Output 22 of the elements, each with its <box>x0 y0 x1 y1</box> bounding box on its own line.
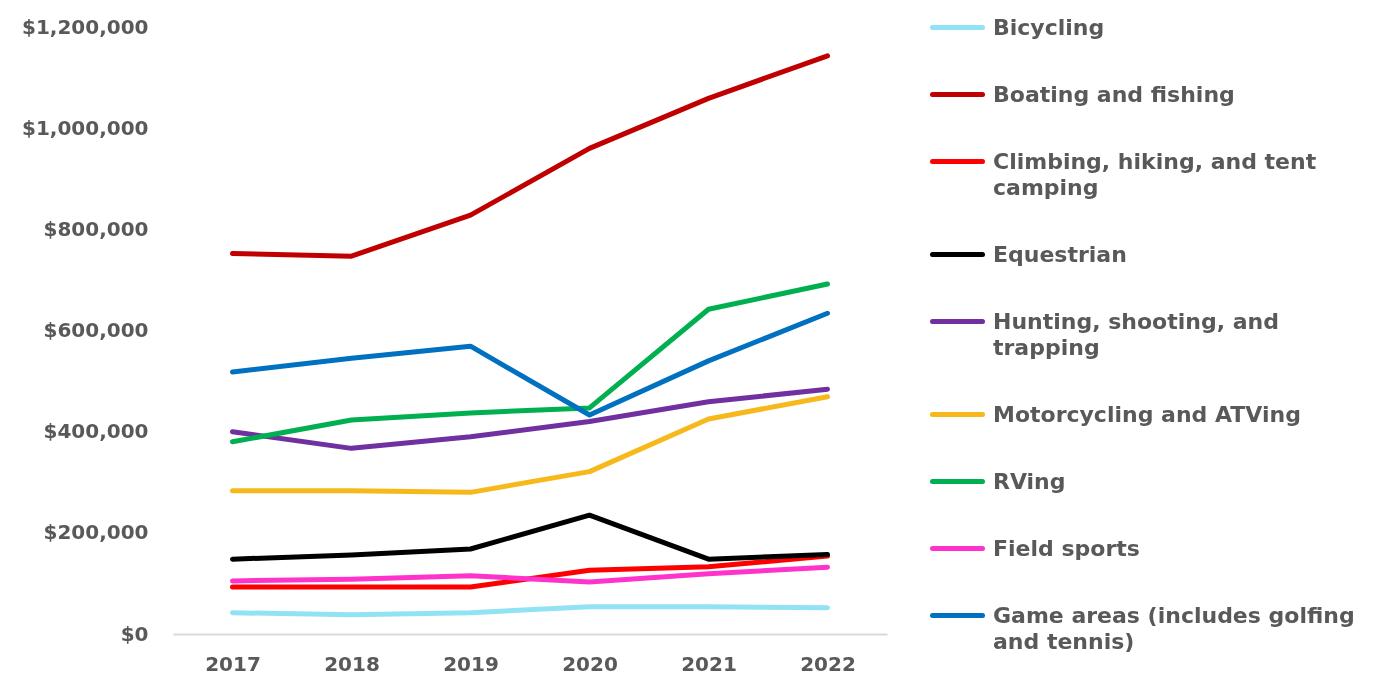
legend-label: Field sports <box>993 535 1140 561</box>
x-tick-label: 2019 <box>443 651 499 676</box>
y-tick-label: $0 <box>120 621 149 646</box>
x-tick-label: 2017 <box>205 651 261 676</box>
y-tick-label: $800,000 <box>43 216 149 241</box>
legend-label: Motorcycling and ATVing <box>993 401 1301 427</box>
x-tick-label: 2018 <box>324 651 380 676</box>
legend-label: Bicycling <box>993 14 1105 40</box>
legend-label: Hunting, shooting, and trapping <box>993 308 1279 360</box>
y-tick-label: $600,000 <box>43 318 149 342</box>
x-tick-label: 2021 <box>681 651 737 676</box>
y-tick-label: $400,000 <box>43 419 149 444</box>
legend-label: Climbing, hiking, and tent camping <box>993 148 1317 200</box>
y-tick-label: $200,000 <box>43 520 149 545</box>
x-tick-label: 2022 <box>800 651 856 676</box>
legend-label: RVing <box>993 468 1066 494</box>
legend-label: Boating and fishing <box>993 81 1235 107</box>
y-tick-label: $1,000,000 <box>21 115 149 140</box>
x-tick-label: 2020 <box>562 651 618 676</box>
y-tick-label: $1,200,000 <box>21 14 149 39</box>
legend-label: Game areas (includes golfing and tennis) <box>993 602 1355 654</box>
legend-label: Equestrian <box>993 241 1127 267</box>
